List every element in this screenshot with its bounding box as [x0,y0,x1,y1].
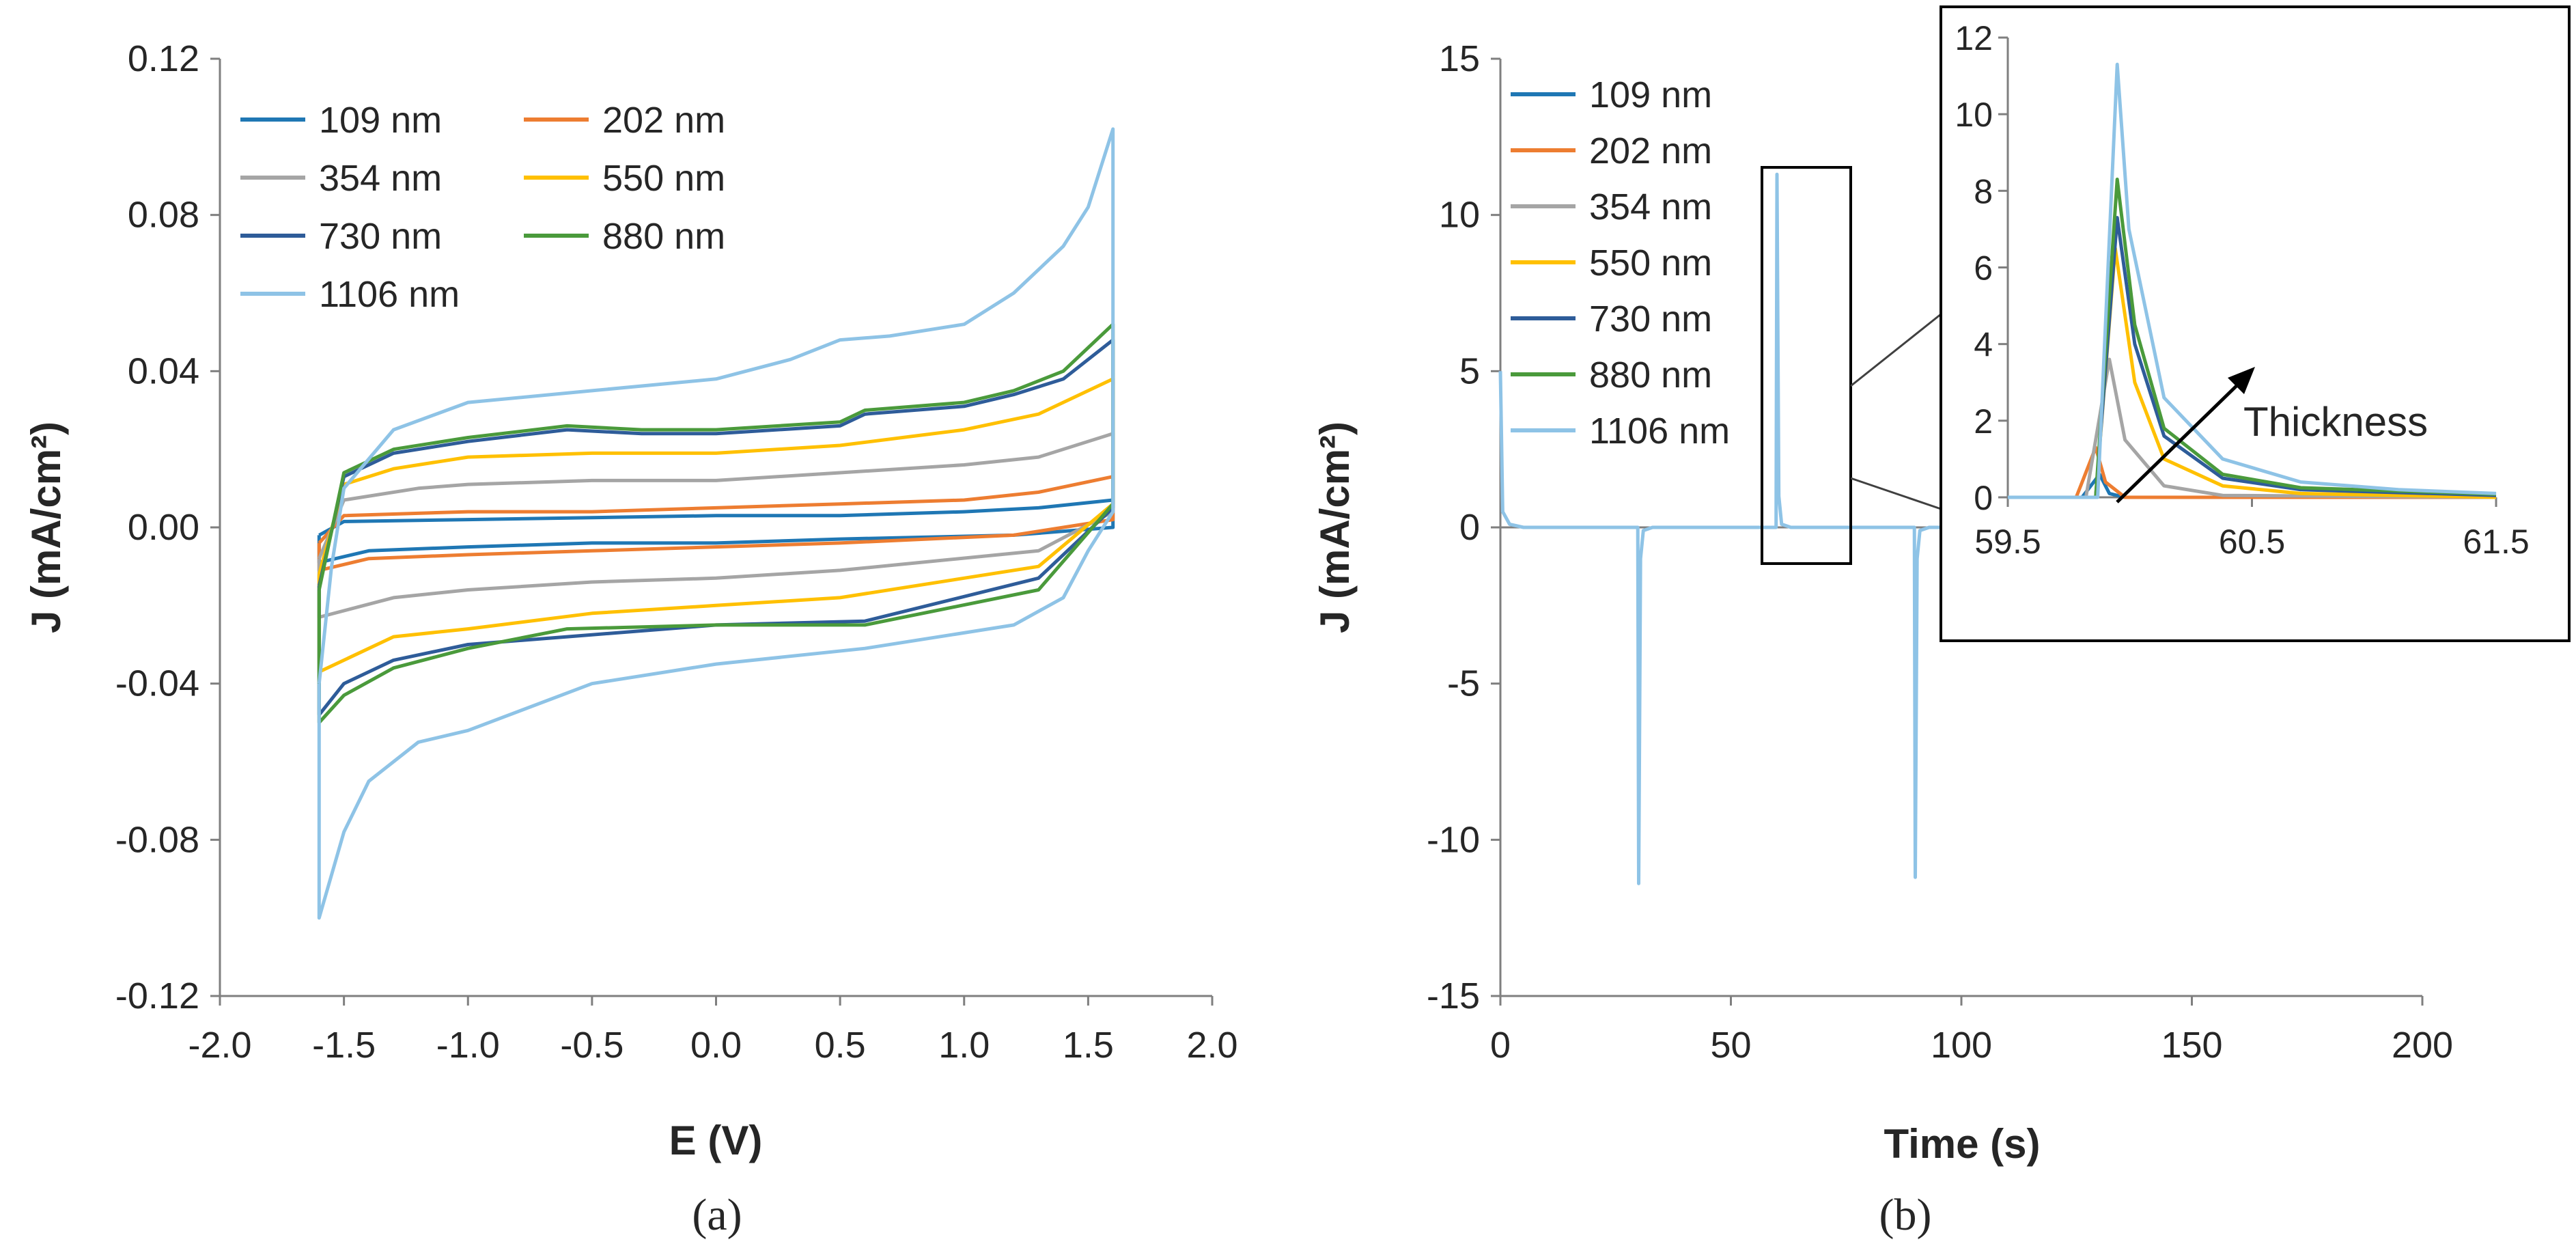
x-tick-label: 60.5 [2219,523,2285,561]
inset-y-ticks: 0 2 4 6 8 10 12 [1955,19,2008,517]
inset-plot: 0 2 4 6 8 10 12 59.5 60.5 61.5 Thickness [1940,5,2571,642]
x-tick-label: 100 [1931,1025,1992,1066]
panel-b-x-ticks: 0 50 100 150 200 [1490,996,2453,1066]
x-tick-label: 1.0 [938,1025,990,1066]
x-tick-label: -1.0 [436,1025,500,1066]
x-tick-label: 0 [1490,1025,1511,1066]
y-tick-label: 0 [1459,507,1480,548]
x-tick-label: 200 [2392,1025,2453,1066]
panel-a-legend: 109 nm 202 nm 354 nm 550 nm 730 nm 880 nm 1106… [240,100,725,315]
y-tick-label: 10 [1439,195,1480,236]
panel-b-y-ticks: -15 -10 -5 0 5 10 15 [1427,38,1500,1016]
legend-label-730-nm: 730 nm [319,216,442,257]
panel-b-legend: 109 nm 202 nm 354 nm 550 nm 730 nm 880 nm 1106… [1511,74,1730,452]
legend-label-202-nm: 202 nm [602,100,725,141]
legend-label-109-nm: 109 nm [319,100,442,141]
x-tick-label: 59.5 [1974,523,2041,561]
y-tick-label: -15 [1427,976,1480,1016]
panel-b-curves [1498,172,1961,885]
x-tick-label: -1.5 [312,1025,376,1066]
panel-a-cv-plot: -0.12 -0.08 -0.04 0.00 0.04 0.08 0.12 -2.0 -1.5… [23,38,1238,1240]
legend-label-109-nm: 109 nm [1589,74,1712,115]
x-tick-label: 0.5 [815,1025,866,1066]
panel-b-ylabel: J (mA/cm²) [1312,421,1358,633]
zoom-box [1761,166,1852,565]
y-tick-label: -0.08 [115,819,199,860]
panel-a-caption: (a) [692,1190,742,1240]
cv-curve-880-nm [317,322,1115,725]
panel-b-xlabel: Time (s) [1884,1121,2041,1167]
y-tick-label: 0.04 [128,350,199,391]
x-tick-label: 150 [2161,1025,2222,1066]
y-tick-label: 0 [1974,479,1993,517]
panel-a-curves [317,127,1115,920]
x-tick-label: 1.5 [1063,1025,1114,1066]
legend-label-202-nm: 202 nm [1589,130,1712,171]
inset-curve-1106-nm [2008,62,2497,499]
legend-label-550-nm: 550 nm [1589,243,1712,283]
x-tick-label: 0.0 [690,1025,742,1066]
transient-curve-1106-nm [1498,172,1961,885]
y-tick-label: 6 [1974,249,1993,288]
legend-label-880-nm: 880 nm [1589,355,1712,396]
y-tick-label: 4 [1974,326,1993,364]
x-tick-label: 50 [1710,1025,1751,1066]
legend-label-1106-nm: 1106 nm [1589,411,1730,452]
panel-a-x-ticks: -2.0 -1.5 -1.0 -0.5 0.0 0.5 1.0 1.5 2.0 [188,996,1238,1066]
y-tick-label: 0.00 [128,507,199,548]
legend-label-1106-nm: 1106 nm [319,274,460,315]
panel-b-caption: (b) [1879,1190,1932,1240]
x-tick-label: -0.5 [560,1025,624,1066]
thickness-arrow [2116,378,2245,503]
legend-label-880-nm: 880 nm [602,216,725,257]
panel-a-ylabel: J (mA/cm²) [23,421,69,633]
y-tick-label: 5 [1459,350,1480,391]
y-tick-label: 0.12 [128,38,199,79]
panel-a-y-ticks: -0.12 -0.08 -0.04 0.00 0.04 0.08 0.12 [115,38,220,1016]
x-tick-label: 2.0 [1186,1025,1237,1066]
y-tick-label: -0.12 [115,976,199,1016]
legend-label-354-nm: 354 nm [319,158,442,199]
y-tick-label: -0.04 [115,663,199,704]
legend-label-354-nm: 354 nm [1589,186,1712,227]
y-tick-label: 2 [1974,402,1993,441]
y-tick-label: 12 [1955,19,1993,57]
inset-curves [2008,62,2497,499]
cv-curve-1106-nm [317,127,1115,920]
y-tick-label: 15 [1439,38,1480,79]
thickness-arrow-head [2228,367,2255,394]
zoom-connector-top [1850,313,1942,387]
cv-curve-730-nm [317,338,1115,717]
thickness-annotation: Thickness [2243,399,2428,445]
legend-label-730-nm: 730 nm [1589,299,1712,340]
y-tick-label: 10 [1955,96,1993,134]
panel-a-xlabel: E (V) [669,1118,763,1163]
legend-label-550-nm: 550 nm [602,158,725,199]
x-tick-label: -2.0 [188,1025,251,1066]
y-tick-label: -5 [1447,663,1480,704]
inset-frame [1940,5,2571,642]
y-tick-label: -10 [1427,819,1480,860]
y-tick-label: 8 [1974,172,1993,210]
zoom-connector-bottom [1850,477,1942,510]
inset-x-ticks: 59.5 60.5 61.5 [1974,497,2530,561]
x-tick-label: 61.5 [2463,523,2529,561]
y-tick-label: 0.08 [128,195,199,236]
